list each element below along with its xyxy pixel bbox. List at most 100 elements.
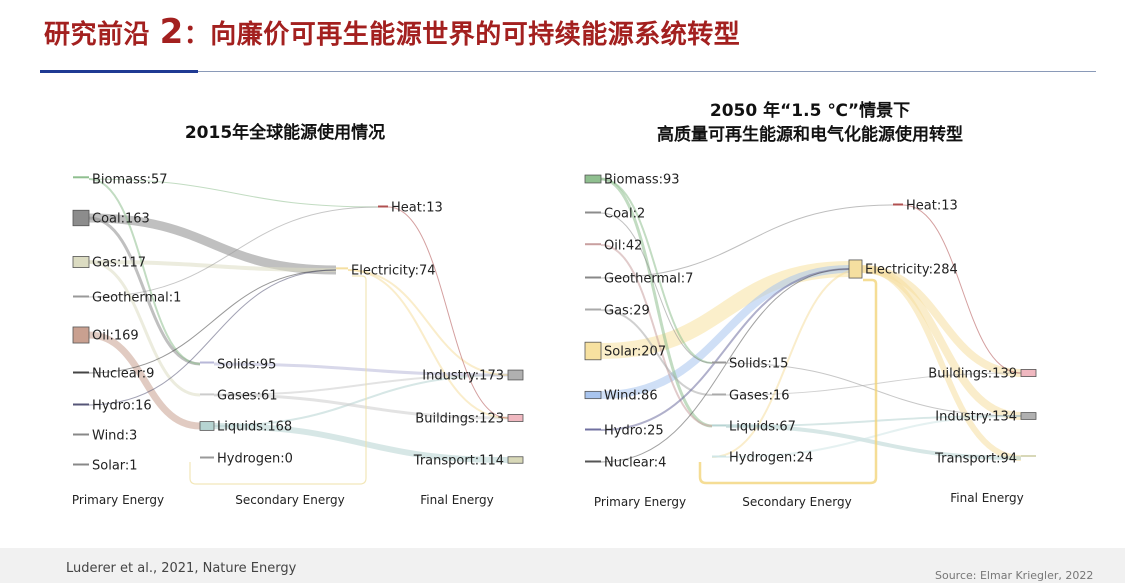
flow-liquids-to-industry [213, 374, 509, 427]
right-node-label-oil: Oil:42 [604, 239, 642, 254]
flow-wind-to-electricity [600, 265, 850, 399]
right-node-biomass [584, 174, 602, 184]
left-node-label-buildings: Buildings:123 [415, 412, 504, 427]
right-node-solar [584, 341, 602, 361]
left-node-label-gases: Gases:61 [217, 389, 278, 404]
left-node-label-oil: Oil:169 [92, 329, 139, 344]
right-node-label-hydrogen: Hydrogen:24 [729, 451, 813, 466]
right-node-label-gases: Gases:16 [729, 389, 790, 404]
slide-title: 研究前沿 2：向廉价可再生能源世界的可持续能源系统转型 [44, 12, 740, 52]
right-node-oil [585, 243, 601, 246]
flow-gas-to-gases [600, 309, 713, 396]
right-node-gases [712, 393, 726, 396]
right-node-transport [1021, 455, 1036, 457]
right-diagram-title-line1: 2050 年“1.5 ℃”情景下 [709, 101, 911, 121]
title-underline-accent [40, 70, 198, 73]
flow-heat-to-buildings [387, 206, 509, 419]
right-node-wind [584, 390, 602, 400]
flow-gases-to-buildings [213, 393, 509, 420]
left-node-heat [378, 205, 388, 208]
left-node-label-coal: Coal:163 [92, 212, 150, 227]
flow-biomass-to-heat [88, 178, 379, 208]
source-note: Source: Elmar Kriegler, 2022 [935, 569, 1094, 582]
left-node-label-solar: Solar:1 [92, 459, 138, 474]
left-node-electricity [336, 267, 348, 270]
left-stage-label-primary-energy: Primary Energy [72, 493, 164, 507]
flow-electricity-to-industry [347, 269, 509, 376]
right-node-heat [893, 203, 903, 206]
right-node-liquids [712, 424, 726, 427]
left-node-label-biomass: Biomass:57 [92, 173, 168, 188]
right-node-nuclear [585, 460, 601, 463]
title-underline [198, 71, 1096, 72]
flow-geothermal-to-heat [600, 204, 894, 279]
left-node-label-hydrogen: Hydrogen:0 [217, 452, 293, 467]
flow-biomass-to-solids [88, 178, 201, 365]
flow-biomass-to-liquids [600, 177, 713, 428]
left-node-nuclear [73, 371, 89, 374]
right-node-label-buildings: Buildings:139 [928, 367, 1017, 382]
flow-nuclear-to-electricity [600, 268, 850, 463]
left-node-label-solids: Solids:95 [217, 358, 276, 373]
left-flow-electricity-to-hydrogen-loop [189, 275, 367, 485]
flow-liquids-to-transport [725, 424, 1022, 460]
right-node-label-biomass: Biomass:93 [604, 173, 680, 188]
left-node-label-transport: Transport:114 [413, 454, 504, 469]
right-node-label-gas: Gas:29 [604, 304, 650, 319]
left-node-wind [73, 433, 89, 436]
right-node-geothermal [585, 276, 601, 279]
flow-coal-to-electricity [88, 213, 337, 275]
right-flow-electricity-to-hydrogen-loop [698, 278, 878, 485]
left-node-label-electricity: Electricity:74 [351, 264, 436, 279]
left-node-gas [72, 256, 90, 268]
left-node-label-geothermal: Geothermal:1 [92, 291, 181, 306]
left-stage-label-final-energy: Final Energy [420, 493, 493, 507]
left-node-liquids [199, 421, 215, 431]
right-node-coal [585, 211, 601, 214]
right-node-label-transport: Transport:94 [934, 452, 1017, 467]
flow-heat-to-buildings [902, 204, 1022, 374]
flow-coal-to-solids [88, 216, 201, 366]
flow-solids-to-industry [725, 362, 1022, 417]
title-rest: ：向廉价可再生能源世界的可持续能源系统转型 [183, 20, 741, 50]
right-node-gas [585, 308, 601, 311]
left-node-label-industry: Industry:173 [422, 369, 504, 384]
right-node-label-coal: Coal:2 [604, 207, 645, 222]
right-node-electricity [848, 259, 863, 279]
flow-oil-to-liquids [88, 331, 201, 430]
flow-oil-to-liquids [600, 244, 713, 427]
right-node-label-hydro: Hydro:25 [604, 424, 664, 439]
left-node-coal [72, 209, 90, 227]
right-node-label-heat: Heat:13 [906, 199, 958, 214]
right-node-label-solar: Solar:207 [604, 345, 666, 360]
left-node-geothermal [73, 295, 89, 298]
flow-gases-to-industry [213, 374, 509, 396]
right-flows [600, 177, 1022, 485]
left-stage-label-secondary-energy: Secondary Energy [235, 493, 344, 507]
flow-gas-to-electricity [88, 260, 337, 272]
left-node-gases [200, 393, 214, 396]
flow-electricity-to-hydrogen [711, 268, 863, 458]
right-node-label-solids: Solids:15 [729, 357, 788, 372]
title-number: 2 [159, 12, 184, 52]
left-node-hydro [73, 403, 89, 406]
footer-bar [0, 548, 1125, 583]
left-node-oil [72, 326, 90, 344]
flow-hydro-to-electricity [600, 268, 850, 431]
right-node-label-electricity: Electricity:284 [865, 263, 958, 278]
left-node-industry [507, 369, 524, 381]
left-diagram-title: 2015年全球能源使用情况 [184, 123, 386, 143]
left-node-label-nuclear: Nuclear:9 [92, 367, 154, 382]
left-node-hydrogen [200, 456, 214, 459]
right-nodes: Biomass:93 Coal:2 Oil:42 Geothermal:7 Gas:29… [584, 173, 1037, 471]
left-node-solar [73, 463, 89, 466]
left-node-label-hydro: Hydro:16 [92, 399, 152, 414]
left-node-biomass [73, 176, 89, 179]
left-node-label-gas: Gas:117 [92, 256, 146, 271]
left-node-buildings [507, 414, 524, 422]
right-stage-label-secondary-energy: Secondary Energy [742, 495, 851, 509]
flow-gases-to-buildings [725, 372, 1022, 396]
flow-electricity-to-transport [861, 266, 1022, 461]
title-prefix: 研究前沿 [44, 20, 151, 50]
